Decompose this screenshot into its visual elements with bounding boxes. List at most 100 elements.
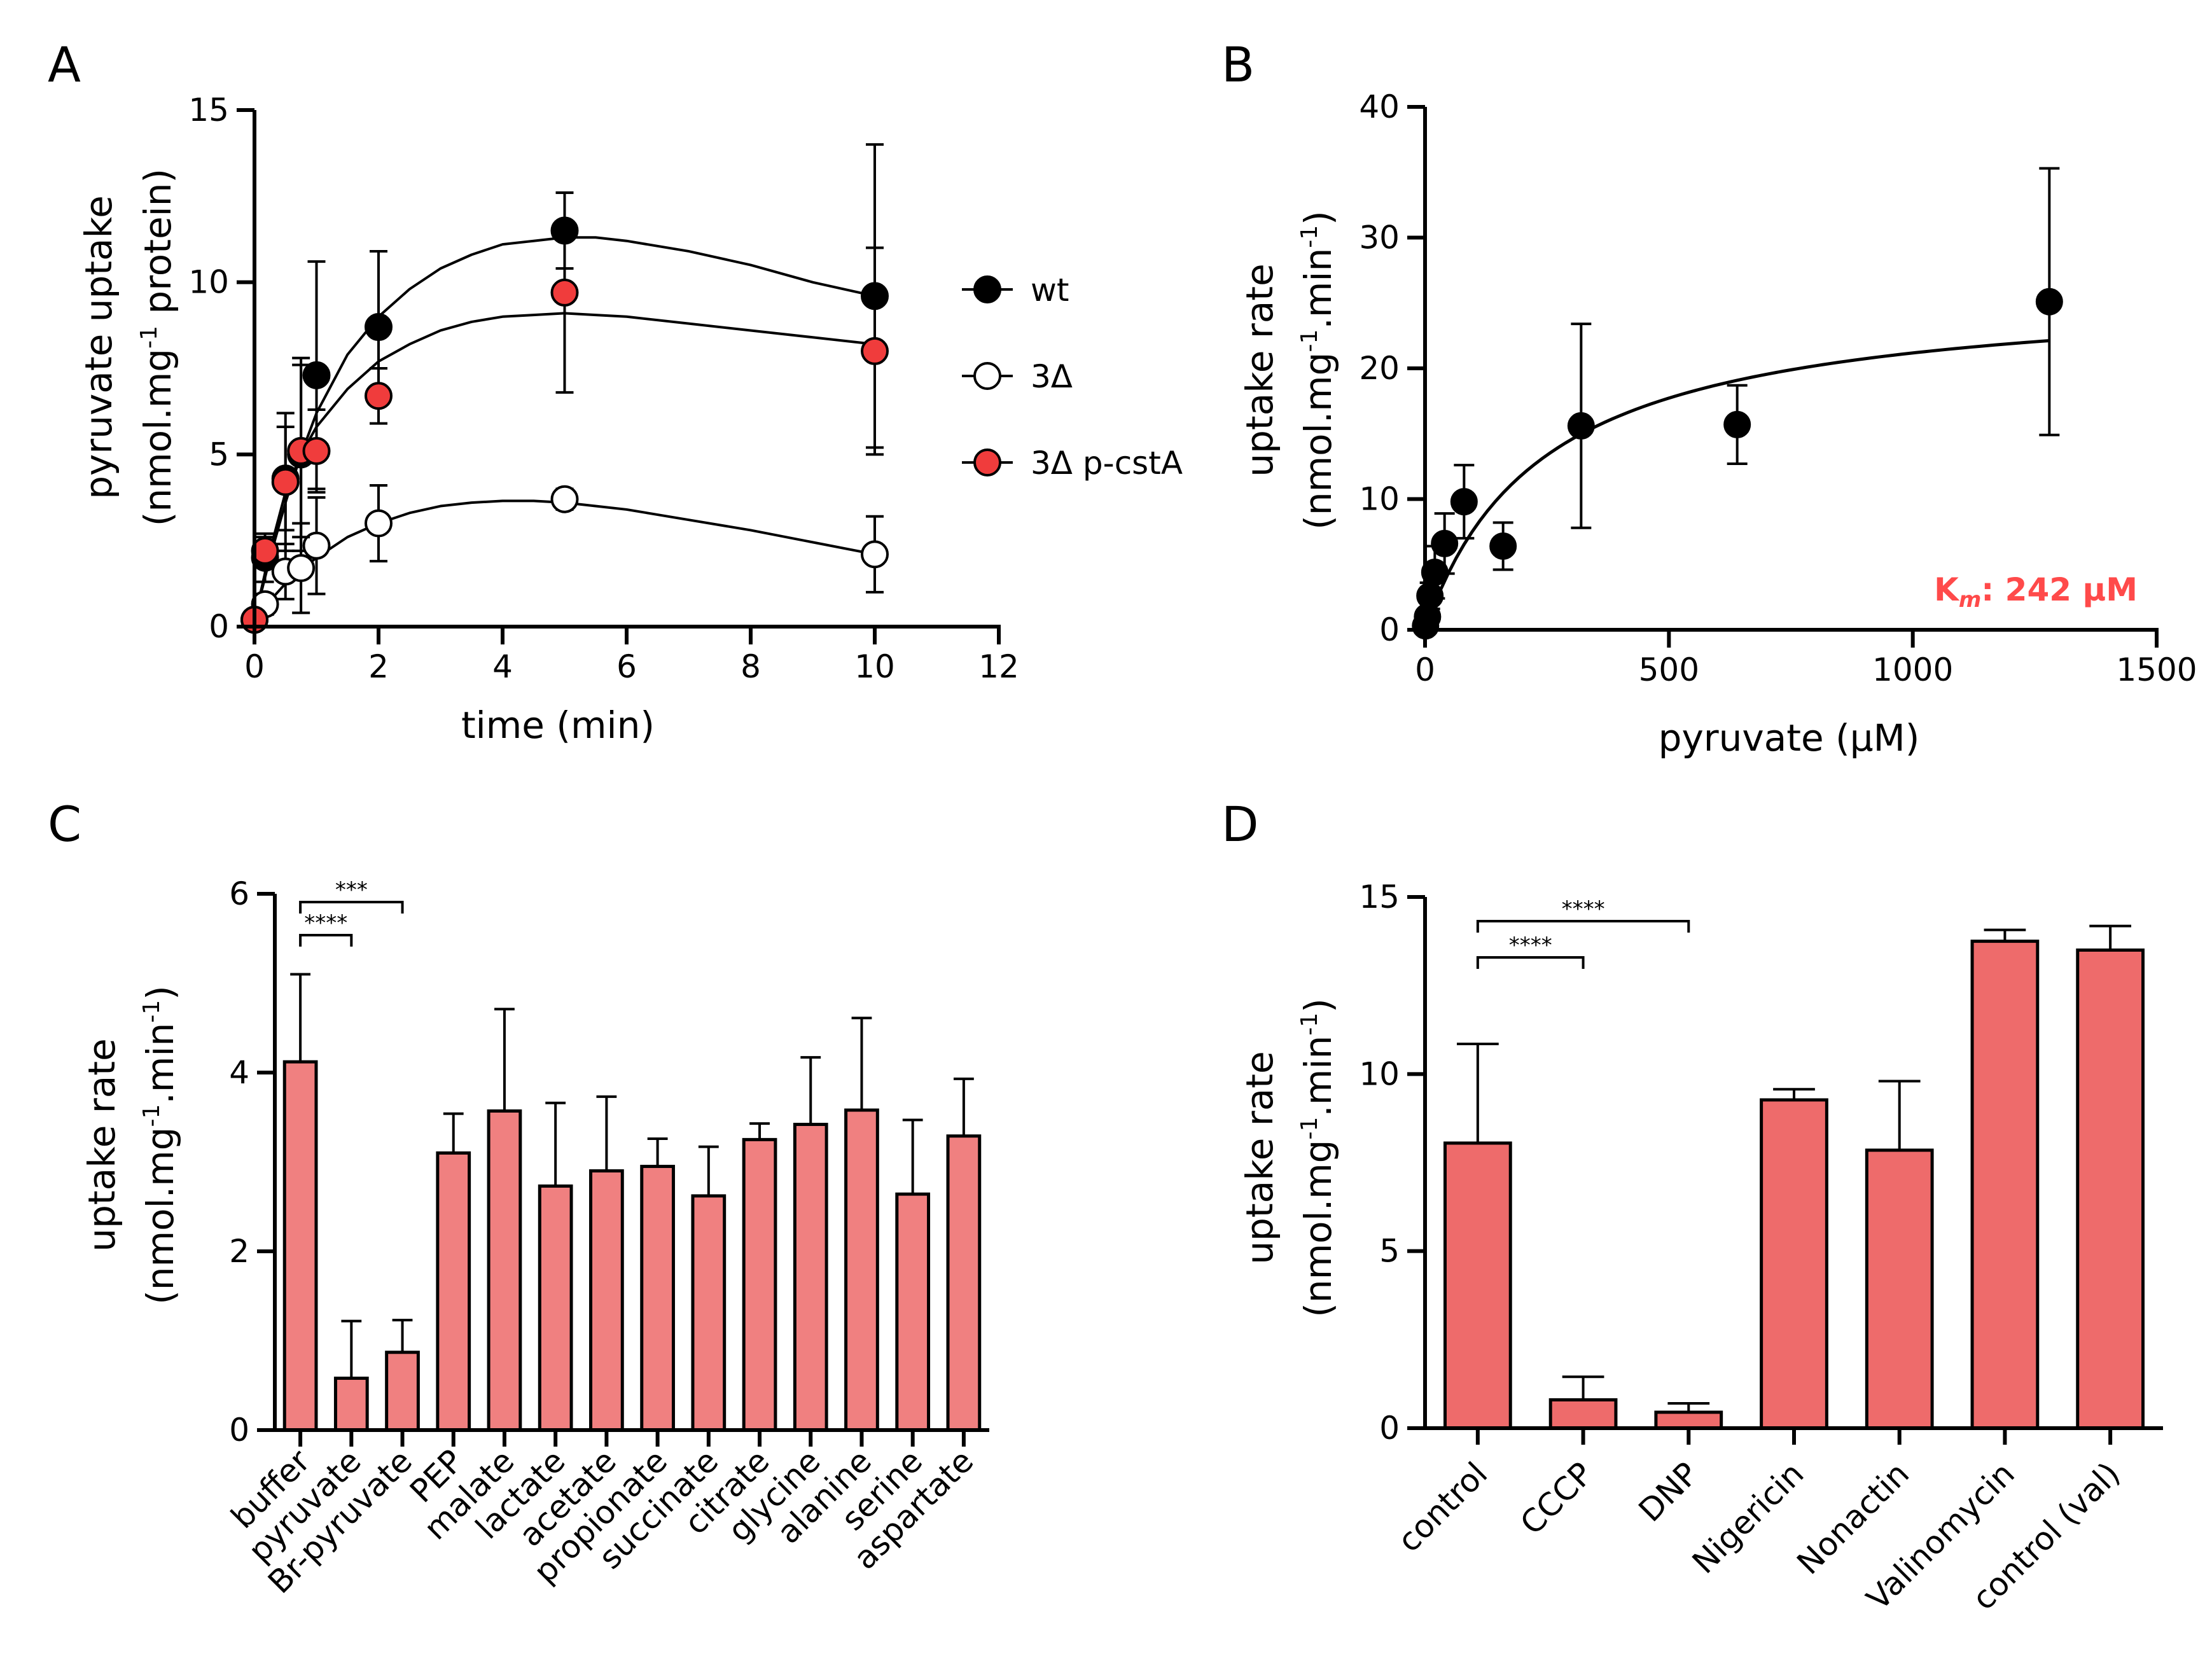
c-y-tick-label: 0 [229,1412,249,1449]
b-x-tick-label: 1500 [2116,651,2197,688]
d-x-tick-label: Nigericin [1685,1455,1811,1581]
b-x-tick-label: 1000 [1872,651,1953,688]
b-point [1421,559,1449,587]
a-point [550,278,579,307]
c-x-ticks: bufferpyruvateBr-pyruvatePEPmalatelactat… [224,1430,980,1601]
a-point [861,337,889,365]
b-y-unit-post: ) [1297,211,1340,225]
b-point [1567,412,1595,440]
b-x-tick-label: 0 [1415,651,1435,688]
a-legend-marker [973,275,1001,303]
a-data-points [240,143,889,634]
d-x-tick-label: DNP [1632,1455,1706,1529]
a-x-tick-label: 4 [492,648,513,685]
c-y-tick-label: 4 [229,1054,249,1091]
c-sig-bracket [299,901,404,914]
b-y-tick-label: 10 [1359,481,1400,518]
c-bar [385,1351,420,1432]
a-point [861,540,889,569]
d-bar [1760,1098,1828,1430]
b-point [1431,529,1459,557]
a-x-tick-label: 12 [978,648,1019,685]
d-sig-label: **** [1562,896,1605,922]
c-bar [895,1192,931,1432]
b-point [1723,410,1751,438]
a-legend-label: wt [1031,272,1069,309]
a-x-tick-label: 6 [616,648,637,685]
a-point [302,436,331,465]
c-y-unit-sup1: -1 [139,1104,165,1127]
a-fit-1 [253,499,875,621]
panel-b-chart: 0 10 20 30 40 0 500 1000 1500 pyruvate (μM) upt… [1238,88,2197,760]
a-point [550,485,579,513]
a-y-tick-label: 5 [209,436,229,473]
d-x-tick-label: control [1391,1455,1495,1559]
a-axes [253,110,1001,629]
d-y-unit-post: ) [1297,998,1340,1013]
d-x-ticks: control CCCP DNPNigericinNonactinValinomyc… [1391,1428,2127,1617]
a-y-axis-subtitle: (nmol.mg-1 protein) [136,169,179,526]
d-y-axis-title: uptake rate [1238,1051,1281,1264]
b-y-axis-title: uptake rate [1238,263,1281,476]
b-y-unit-pre: (nmol.mg [1297,352,1340,530]
a-point [302,361,331,389]
a-y-axis-title: pyruvate uptake [77,195,120,499]
a-point [287,553,316,582]
panel-letter-c: C [48,796,81,852]
d-y-unit-mid: .min [1297,1036,1340,1117]
a-y-tick-label: 15 [188,92,229,129]
a-x-tick-label: 0 [244,648,265,685]
c-bar [436,1151,471,1432]
panel-c-chart: 0 2 4 6 bufferpyruvateBr-pyruvatePEPmalatel… [80,875,989,1601]
c-bar [282,1060,318,1432]
c-y-unit-sup2: -1 [139,1000,165,1023]
b-y-axis-subtitle: (nmol.mg-1.min-1) [1297,211,1340,530]
b-fit-curve [1423,338,2050,630]
b-x-axis-title: pyruvate (μM) [1659,716,1920,760]
panel-letter-b: B [1221,36,1255,93]
d-y-tick-label: 10 [1359,1055,1400,1092]
a-y-unit-post: protein) [136,169,179,326]
a-x-tick-label: 2 [368,648,389,685]
panel-a-chart: 0 5 10 15 0 2 4 6 8 10 12 time (min) pyruvate upt… [77,92,1183,747]
b-y-ticks: 0 10 20 30 40 [1359,88,1425,648]
d-sig-bracket [1476,920,1690,933]
c-significance: ******* [299,877,404,947]
d-y-unit-pre: (nmol.mg [1297,1140,1340,1317]
b-point [1416,582,1444,610]
c-y-unit-post: ) [139,985,182,1000]
b-point [1450,488,1478,516]
b-x-ticks: 0 500 1000 1500 [1415,630,2197,688]
b-km-label: K [1934,571,1960,608]
c-bar [640,1165,675,1432]
c-bar [538,1184,573,1432]
b-point [1489,532,1517,560]
c-y-axis-subtitle: (nmol.mg-1.min-1) [139,985,182,1305]
c-y-tick-label: 6 [229,875,249,912]
d-sig-bracket [1476,956,1585,969]
c-y-axis-title: uptake rate [80,1038,123,1251]
b-km-value: : 242 μM [1981,571,2138,608]
b-y-unit-sup2: -1 [1297,225,1323,248]
c-bar [691,1194,727,1432]
b-fit-curve-line [1423,338,2050,630]
c-sig-bracket [299,934,353,947]
c-bar [589,1169,624,1432]
d-y-tick-label: 0 [1379,1410,1400,1447]
c-bar [487,1109,522,1432]
panel-letter-d: D [1221,796,1259,852]
a-x-tick-label: 10 [854,648,895,685]
b-y-unit-sup1: -1 [1297,330,1323,352]
c-bar [844,1108,879,1432]
a-point [365,382,393,410]
a-point [271,468,300,496]
c-bar [793,1122,828,1432]
a-x-axis-title: time (min) [461,704,655,747]
a-y-tick-label: 10 [188,264,229,301]
b-point [2035,288,2063,316]
c-y-unit-pre: (nmol.mg [139,1127,182,1305]
c-sig-label: *** [335,877,368,903]
c-sig-label: **** [304,910,347,936]
